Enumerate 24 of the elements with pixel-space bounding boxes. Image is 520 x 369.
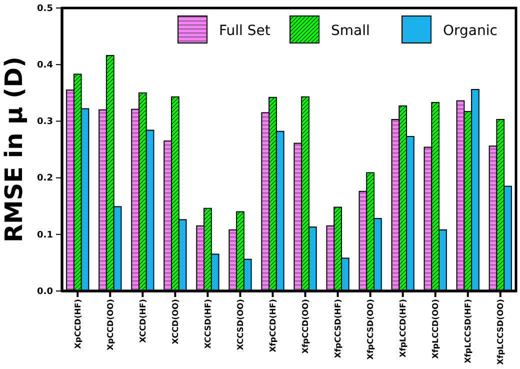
x-tick-label: XCCSD(HF): [203, 299, 212, 349]
legend-label: Organic: [443, 22, 498, 39]
x-tick-label: XpCCD(OO): [106, 299, 115, 350]
y-tick-label: 0.4: [37, 60, 53, 70]
x-tick-label: XfpCCD(HF): [268, 299, 278, 352]
x-tick-label: XfpLCCD(HF): [398, 299, 408, 358]
x-tick-label: XCCD(OO): [170, 299, 180, 344]
x-tick-label: XfpCCSD(HF): [334, 299, 343, 358]
x-tick-label: XfpCCD(OO): [301, 299, 310, 354]
x-tick-label: XfpLCCSD(HF): [464, 299, 473, 364]
x-tick-label: XpCCD(HF): [73, 299, 82, 349]
y-tick-label: 0.0: [37, 286, 53, 297]
x-tick-label: XCCD(HF): [138, 299, 148, 343]
legend-label: Small: [331, 22, 370, 39]
y-tick-label: 0.3: [37, 117, 53, 128]
x-tick-label: XCCSD(OO): [236, 299, 246, 350]
x-tick-label: XfpLCCD(OO): [431, 299, 440, 359]
x-tick-label: XfpCCSD(OO): [366, 299, 376, 360]
x-tick-label: XfpLCCSD(OO): [496, 299, 506, 365]
y-axis-title: RMSE in μ (D): [0, 56, 28, 242]
legend-label: Full Set: [219, 22, 271, 39]
y-tick-label: 0.5: [37, 4, 53, 14]
y-tick-label: 0.1: [37, 230, 53, 240]
y-tick-label: 0.2: [37, 174, 53, 184]
